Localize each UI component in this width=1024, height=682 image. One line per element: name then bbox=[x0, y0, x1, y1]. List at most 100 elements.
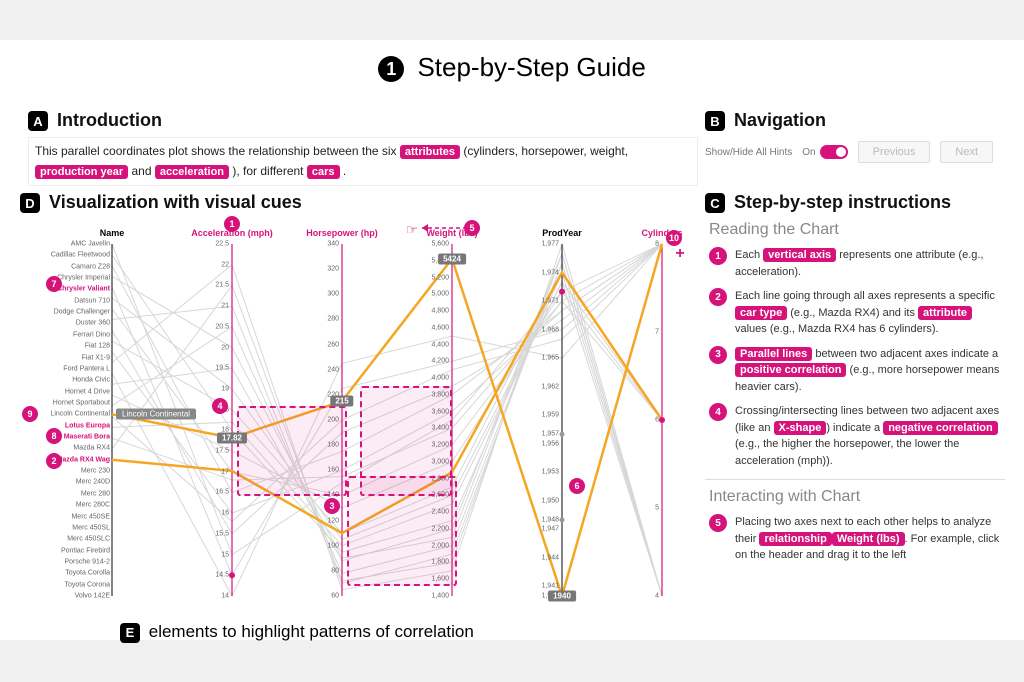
car-name[interactable]: Mazda RX4 Wag bbox=[57, 456, 110, 463]
axis-tick: 15.5 bbox=[215, 530, 232, 537]
chart-marker: 9 bbox=[22, 406, 38, 422]
instruction-number: 1 bbox=[709, 247, 727, 265]
axis-tick: 19 bbox=[221, 385, 232, 392]
car-name[interactable]: Lincoln Continental bbox=[50, 411, 110, 418]
car-name[interactable]: Chrysler Imperial bbox=[57, 275, 110, 282]
car-name[interactable]: Merc 450SLC bbox=[67, 536, 110, 543]
section-letter-c: C bbox=[705, 193, 725, 213]
car-name[interactable]: Fiat 128 bbox=[85, 343, 110, 350]
page-title: 1 Step-by-Step Guide bbox=[0, 52, 1024, 83]
axis-tick: 1,944 bbox=[541, 554, 562, 561]
car-name[interactable]: Maserati Bora bbox=[64, 434, 110, 441]
car-name[interactable]: Volvo 142E bbox=[75, 593, 110, 600]
car-name[interactable]: Merc 240D bbox=[76, 479, 110, 486]
parallel-coordinates-chart[interactable]: NameAcceleration (mph)22.52221.52120.520… bbox=[22, 216, 682, 616]
car-name[interactable]: Cadillac Fleetwood bbox=[51, 252, 110, 259]
axis-tick: 5,600 bbox=[431, 241, 452, 248]
car-name[interactable]: Pontiac Firebird bbox=[61, 547, 110, 554]
axis-tick: 1,977 bbox=[541, 241, 562, 248]
axis-tick: 1,965 bbox=[541, 355, 562, 362]
section-title-e: elements to highlight patterns of correl… bbox=[149, 622, 474, 641]
car-name[interactable]: Merc 280C bbox=[76, 502, 110, 509]
section-visualization: D Visualization with visual cues bbox=[20, 192, 302, 213]
axis-label-hp[interactable]: Horsepower (hp) bbox=[306, 228, 378, 238]
car-name[interactable]: Fiat X1-9 bbox=[82, 354, 110, 361]
axis-tick: 1,400 bbox=[431, 593, 452, 600]
hint-region bbox=[237, 406, 347, 496]
axis-tick: 100 bbox=[327, 542, 342, 549]
axis-tick: 1,956 bbox=[541, 440, 562, 447]
chart-marker: 8 bbox=[46, 428, 62, 444]
axis-tick: 320 bbox=[327, 266, 342, 273]
instruction-row: 4 Crossing/intersecting lines between two… bbox=[709, 403, 1001, 469]
next-button[interactable]: Next bbox=[940, 141, 993, 163]
car-name[interactable]: Lotus Europa bbox=[65, 422, 110, 429]
drag-pointer-icon: ☞ bbox=[406, 222, 419, 239]
intro-pre: This parallel coordinates plot shows the… bbox=[35, 144, 400, 158]
axis-tick: 4,600 bbox=[431, 324, 452, 331]
axis-tick: 1,968 bbox=[541, 326, 562, 333]
axis-tick: 15 bbox=[221, 551, 232, 558]
instruction-number: 2 bbox=[709, 288, 727, 306]
axis-tick: 1,953 bbox=[541, 469, 562, 476]
axis-tick: 22 bbox=[221, 261, 232, 268]
car-name[interactable]: Merc 450SE bbox=[71, 513, 110, 520]
axis-tick: 4,400 bbox=[431, 341, 452, 348]
tag-cars: cars bbox=[307, 165, 340, 179]
car-name[interactable]: Toyota Corolla bbox=[65, 570, 110, 577]
car-name[interactable]: Chrysler Valiant bbox=[57, 286, 110, 293]
toggle-track bbox=[820, 145, 848, 159]
axis-tick: 14 bbox=[221, 593, 232, 600]
car-name[interactable]: Merc 230 bbox=[81, 468, 110, 475]
car-name[interactable]: Ford Pantera L bbox=[63, 365, 110, 372]
axis-label-name[interactable]: Name bbox=[100, 228, 125, 238]
tag-production-year: production year bbox=[35, 165, 128, 179]
car-name[interactable]: Camaro Z28 bbox=[71, 263, 110, 270]
axis-tick: 1,962 bbox=[541, 383, 562, 390]
car-name[interactable]: AMC Javelin bbox=[71, 241, 110, 248]
instruction-number: 5 bbox=[709, 514, 727, 532]
previous-button[interactable]: Previous bbox=[858, 141, 931, 163]
instruction-number: 4 bbox=[709, 403, 727, 421]
car-name[interactable]: Hornet Sportabout bbox=[53, 399, 110, 406]
car-name[interactable]: Dodge Challenger bbox=[54, 309, 110, 316]
axis-tick: 22.5 bbox=[215, 241, 232, 248]
section-title-c: Step-by-step instructions bbox=[734, 192, 951, 212]
instruction-text: Each vertical axis represents one attrib… bbox=[735, 247, 1001, 280]
car-name[interactable]: Merc 280 bbox=[81, 490, 110, 497]
car-name[interactable]: Hornet 4 Drive bbox=[65, 388, 110, 395]
car-name[interactable]: Honda Civic bbox=[72, 377, 110, 384]
instruction-number: 3 bbox=[709, 346, 727, 364]
axis-tick: 7 bbox=[655, 329, 662, 336]
car-name[interactable]: Mazda RX4 bbox=[73, 445, 110, 452]
axis-tick: 300 bbox=[327, 291, 342, 298]
section-introduction: A Introduction This parallel coordinates… bbox=[28, 110, 698, 186]
instructions-divider bbox=[705, 479, 1005, 480]
hints-toggle[interactable]: On bbox=[802, 145, 847, 159]
value-badge: 17.82 bbox=[217, 432, 247, 443]
axis-tick: 17.5 bbox=[215, 448, 232, 455]
axis-tick: 16 bbox=[221, 510, 232, 517]
car-name[interactable]: Porsche 914-2 bbox=[64, 558, 110, 565]
instruction-text: Crossing/intersecting lines between two … bbox=[735, 403, 1001, 469]
car-name[interactable]: Duster 360 bbox=[76, 320, 110, 327]
car-name[interactable]: Datsun 710 bbox=[74, 297, 110, 304]
page-title-text: Step-by-Step Guide bbox=[417, 52, 645, 82]
car-name[interactable]: Toyota Corona bbox=[64, 581, 110, 588]
plus-icon[interactable]: + bbox=[675, 245, 684, 263]
axis-tick: 1,941 bbox=[541, 583, 562, 590]
axis-tick: 5 bbox=[655, 505, 662, 512]
section-letter-e: E bbox=[120, 623, 140, 643]
car-name[interactable]: Ferrari Dino bbox=[73, 331, 110, 338]
axis-tick: 4,800 bbox=[431, 308, 452, 315]
axis-tick: 80 bbox=[331, 567, 342, 574]
toggle-state-text: On bbox=[802, 147, 815, 158]
intro-mid: ), for different bbox=[232, 164, 306, 178]
car-name[interactable]: Merc 450SL bbox=[72, 524, 110, 531]
section-instructions: C Step-by-step instructions Reading the … bbox=[705, 192, 1005, 572]
axis-tick: 1,974 bbox=[541, 269, 562, 276]
section-navigation: B Navigation Show/Hide All Hints On Prev… bbox=[705, 110, 993, 163]
axis-label-year[interactable]: ProdYear bbox=[542, 228, 582, 238]
axis-tick: 1,947 bbox=[541, 526, 562, 533]
axis-tick: 21.5 bbox=[215, 282, 232, 289]
